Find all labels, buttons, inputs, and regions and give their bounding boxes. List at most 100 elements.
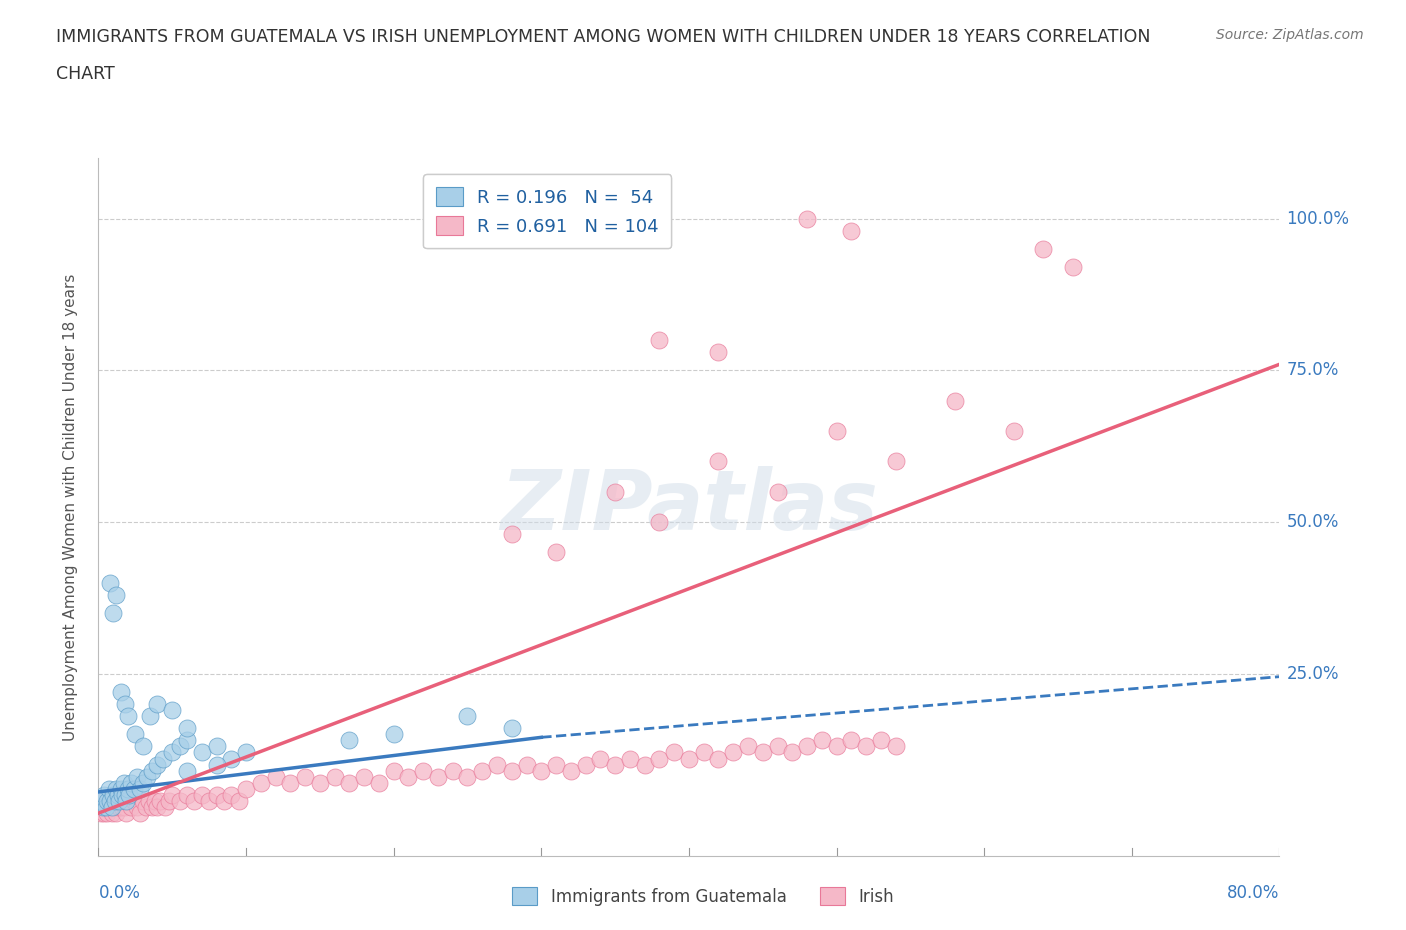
Point [108,793,131,808]
Point [114,697,136,711]
Point [235,781,257,796]
Point [839,733,862,748]
Point [456,769,478,784]
Point [219,788,242,803]
Point [176,788,198,803]
Point [169,793,191,808]
Point [884,739,907,754]
Point [250,776,273,790]
Point [839,223,862,238]
Text: IMMIGRANTS FROM GUATEMALA VS IRISH UNEMPLOYMENT AMONG WOMEN WITH CHILDREN UNDER : IMMIGRANTS FROM GUATEMALA VS IRISH UNEMP… [56,28,1150,46]
Text: 25.0%: 25.0% [1286,665,1339,683]
Point [198,793,221,808]
Point [825,739,848,754]
Point [796,211,818,226]
Point [114,800,136,815]
Text: 100.0%: 100.0% [1286,210,1350,228]
Point [396,769,419,784]
Point [456,709,478,724]
Point [162,788,183,803]
Point [112,776,135,790]
Point [143,793,166,808]
Point [107,793,129,808]
Point [427,769,450,784]
Point [278,776,302,790]
Point [382,727,405,742]
Point [323,769,346,784]
Point [120,776,142,790]
Point [589,751,612,766]
Point [103,605,125,620]
Point [122,781,145,796]
Point [118,788,141,803]
Point [162,745,183,760]
Point [169,739,191,754]
Point [105,805,128,820]
Point [105,588,128,603]
Point [183,793,205,808]
Point [264,769,287,784]
Point [751,745,773,760]
Point [139,709,162,724]
Point [1002,423,1025,438]
Point [120,800,142,815]
Text: ZIPatlas: ZIPatlas [501,466,877,548]
Point [228,793,250,808]
Point [90,805,112,820]
Text: 50.0%: 50.0% [1286,513,1339,531]
Point [721,745,744,760]
Point [884,454,907,469]
Point [98,793,121,808]
Point [707,454,730,469]
Point [176,764,198,778]
Point [115,793,138,808]
Point [111,800,134,815]
Point [104,793,127,808]
Point [152,751,174,766]
Point [108,800,131,815]
Point [117,709,139,724]
Point [132,776,155,790]
Point [605,485,627,499]
Point [501,764,523,778]
Point [117,793,139,808]
Point [212,793,235,808]
Point [96,793,118,808]
Point [89,800,111,815]
Point [191,788,214,803]
Text: Source: ZipAtlas.com: Source: ZipAtlas.com [1216,28,1364,42]
Point [94,800,117,815]
Point [544,757,567,772]
Point [132,739,155,754]
Point [97,793,120,808]
Point [98,576,121,591]
Point [115,805,138,820]
Point [337,776,360,790]
Point [91,793,114,808]
Point [90,793,112,808]
Point [103,788,125,803]
Point [110,781,132,796]
Point [205,757,228,772]
Point [664,745,686,760]
Point [114,788,136,803]
Point [782,745,804,760]
Point [486,757,509,772]
Point [574,757,596,772]
Point [153,800,176,815]
Point [128,781,150,796]
Point [111,788,134,803]
Point [112,793,135,808]
Legend: Immigrants from Guatemala, Irish: Immigrants from Guatemala, Irish [506,881,900,912]
Point [176,721,198,736]
Point [309,776,332,790]
Point [162,702,183,717]
Point [96,805,118,820]
Point [382,764,405,778]
Point [135,800,157,815]
Point [810,733,832,748]
Point [157,793,180,808]
Point [176,733,198,748]
Point [633,757,655,772]
Point [124,727,146,742]
